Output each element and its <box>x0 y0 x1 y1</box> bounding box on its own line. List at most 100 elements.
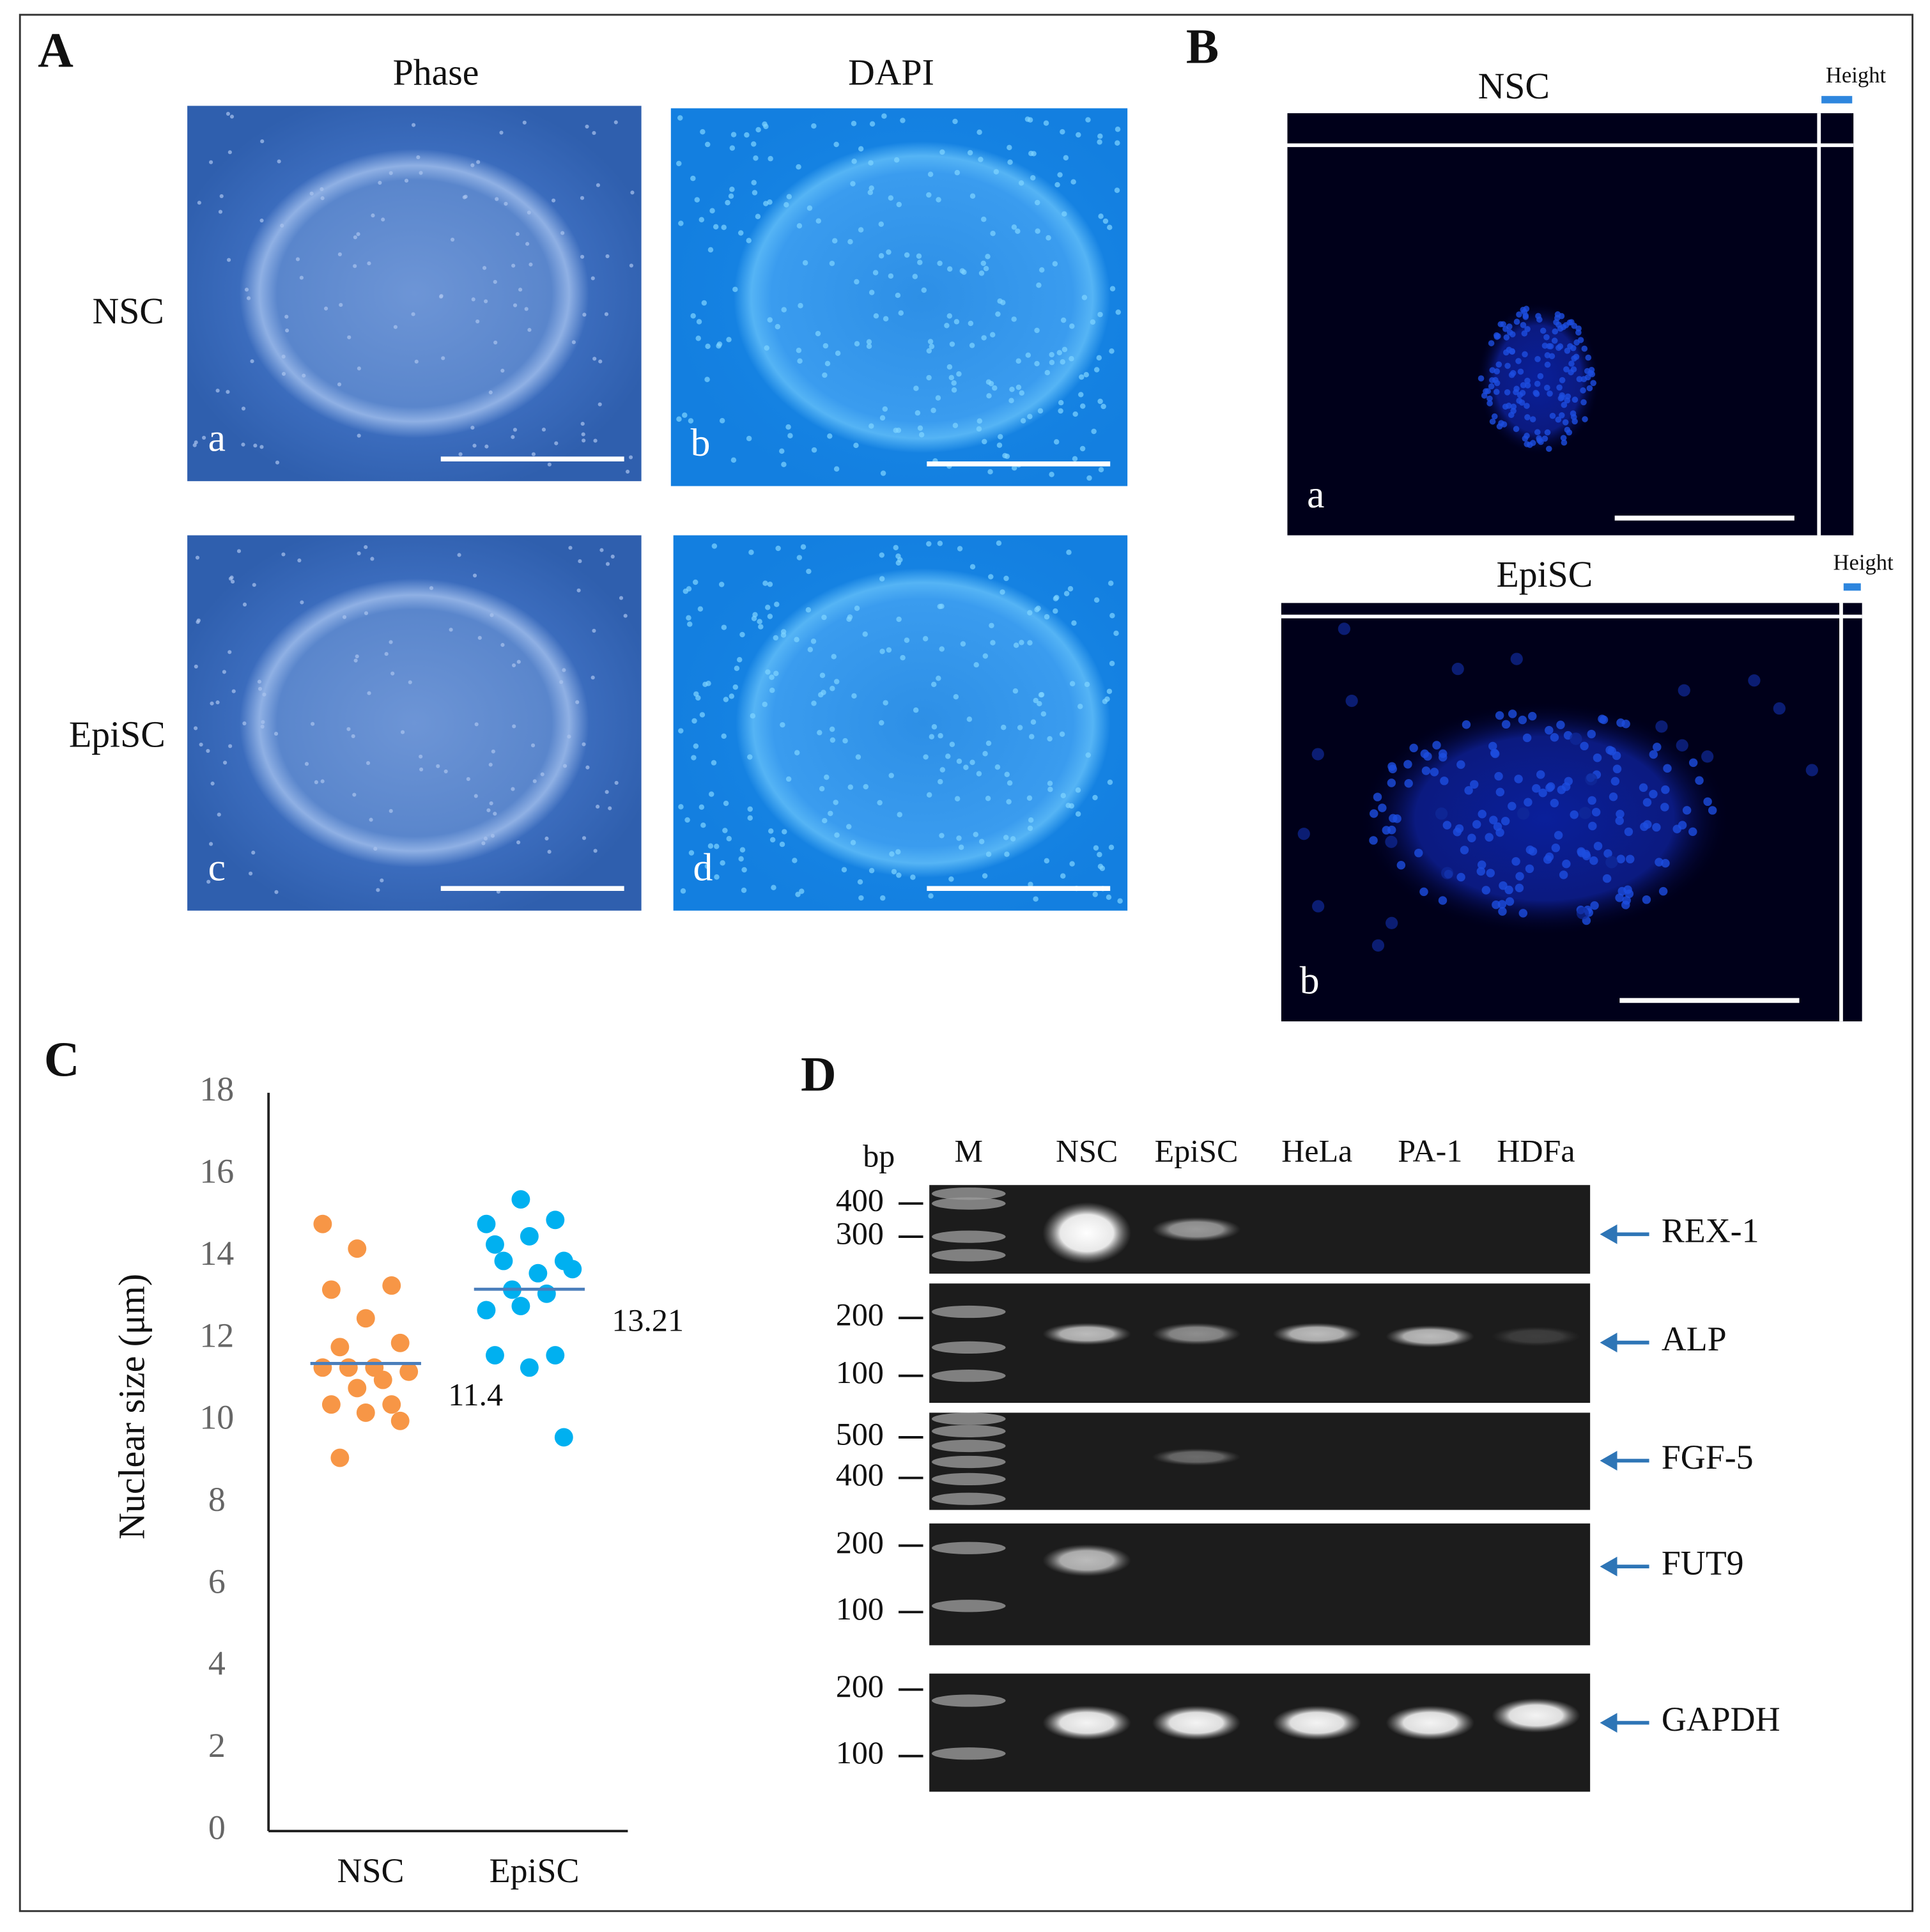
cell <box>393 325 398 329</box>
cell <box>593 849 598 853</box>
nucleus <box>1495 787 1505 797</box>
cell <box>605 562 610 566</box>
cell <box>768 155 773 162</box>
nucleus <box>1503 334 1510 341</box>
data-point <box>486 1235 504 1254</box>
cell <box>978 157 984 162</box>
nucleus <box>1688 827 1697 837</box>
nucleus <box>1464 785 1473 795</box>
cell <box>879 576 885 582</box>
cell <box>242 721 247 725</box>
y-axis-label: Nuclear size (μm) <box>112 1274 152 1540</box>
cell <box>596 805 600 809</box>
cell <box>796 223 803 229</box>
cell <box>969 564 976 570</box>
cell <box>765 669 771 675</box>
nucleus <box>1456 760 1465 769</box>
cell <box>1033 697 1039 704</box>
cell <box>1086 475 1092 481</box>
nucleus <box>1570 810 1579 819</box>
nucleus <box>1649 750 1658 759</box>
cell <box>353 264 357 268</box>
cell <box>260 724 265 729</box>
cell <box>236 549 242 553</box>
cell <box>737 230 744 236</box>
y-tick-label: 14 <box>199 1234 234 1272</box>
cell <box>209 160 213 164</box>
cell <box>691 755 697 761</box>
cell <box>946 313 953 319</box>
cell <box>867 189 874 196</box>
nucleus <box>1626 854 1635 863</box>
image-label: b <box>691 421 711 465</box>
nucleus <box>1610 777 1620 786</box>
row-label: NSC <box>93 291 164 332</box>
nucleus <box>1570 366 1577 373</box>
cell <box>1001 724 1007 730</box>
cell <box>977 418 983 424</box>
nucleus <box>1593 842 1603 851</box>
cell <box>752 190 758 196</box>
cell <box>366 761 371 766</box>
lane-label: PA-1 <box>1398 1133 1462 1169</box>
cell <box>963 764 969 770</box>
cell <box>704 141 711 148</box>
cell <box>732 684 739 690</box>
nucleus <box>1515 883 1524 893</box>
cell <box>878 253 884 259</box>
nucleus <box>1612 751 1621 761</box>
cell <box>726 835 732 842</box>
cell <box>879 552 885 558</box>
nucleus <box>1570 344 1577 352</box>
nucleus <box>1547 390 1553 397</box>
cell <box>730 132 737 137</box>
cell <box>257 679 262 684</box>
nucleus <box>1498 907 1507 916</box>
nucleus <box>1598 715 1607 723</box>
cell <box>337 382 342 387</box>
nucleus <box>1616 718 1625 727</box>
cell <box>750 713 756 719</box>
cell <box>886 647 892 653</box>
cell <box>513 428 518 432</box>
cell <box>527 210 531 215</box>
cell <box>261 720 265 724</box>
nucleus <box>1525 846 1535 854</box>
cell <box>1060 873 1066 879</box>
cell <box>709 208 715 214</box>
cell <box>229 114 235 119</box>
cell <box>571 340 576 344</box>
nucleus <box>1513 389 1519 396</box>
nucleus <box>1421 766 1431 775</box>
nucleus <box>1486 400 1493 406</box>
band <box>1042 1202 1131 1264</box>
nucleus <box>1554 831 1563 840</box>
image-label: c <box>208 846 226 889</box>
cell <box>850 181 856 187</box>
cell <box>765 605 771 610</box>
nucleus <box>1527 711 1537 721</box>
cell <box>926 541 932 547</box>
cell <box>513 303 518 307</box>
cell <box>1044 614 1050 620</box>
panel-label: A <box>38 22 73 77</box>
nucleus <box>1563 321 1570 328</box>
cell <box>1069 681 1076 686</box>
cell <box>1069 355 1074 362</box>
cell <box>1028 817 1034 823</box>
nucleus <box>1571 355 1577 362</box>
cell <box>337 252 342 257</box>
cell <box>1015 228 1021 234</box>
nucleus <box>1612 764 1622 773</box>
nucleus <box>1515 872 1524 881</box>
nucleus <box>1536 770 1545 779</box>
nucleus <box>1580 387 1586 394</box>
nucleus <box>1672 824 1681 833</box>
nucleus <box>1580 741 1589 751</box>
cell <box>578 559 582 564</box>
cell <box>751 180 757 185</box>
cell <box>952 422 959 429</box>
nucleus <box>1561 439 1568 446</box>
cell <box>483 837 488 841</box>
cell <box>678 804 684 810</box>
